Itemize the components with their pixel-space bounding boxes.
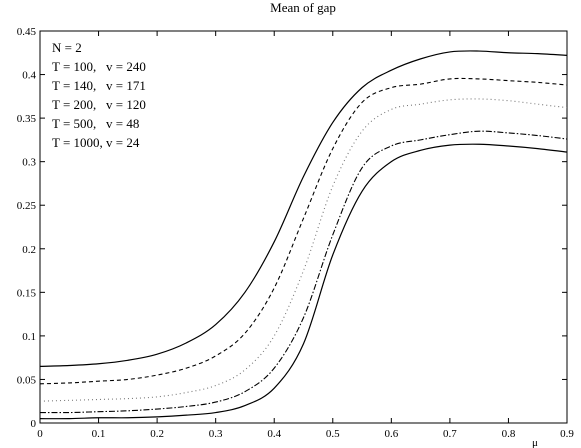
y-tick-label: 0.15: [17, 287, 37, 299]
plot-area: 0 0.1 0.2 0.3 0.4 0.5 0.6 0.7 0.8 0.9 0 0.05 0.1 0.15…: [17, 26, 575, 440]
y-tick-label: 0.3: [22, 157, 36, 169]
legend-entry-4: T = 500, v = 48: [52, 116, 139, 131]
legend: N = 2 T = 100, v = 240 T = 140, v = 171 T =…: [52, 40, 146, 150]
axes-frame: [39, 30, 568, 424]
legend-header: N = 2: [52, 40, 82, 55]
y-tick-label: 0.25: [17, 200, 37, 212]
x-tick-label: 0.1: [92, 428, 106, 440]
x-tick-label: 0.5: [326, 428, 340, 440]
y-tick-label: 0.1: [22, 331, 36, 343]
series-line-4: [39, 130, 568, 414]
x-tick-label: 0.4: [267, 428, 281, 440]
series-layer: [39, 50, 568, 420]
x-tick-label: 0.9: [560, 428, 574, 440]
y-tick-label: 0.45: [17, 26, 37, 38]
legend-entry-1: T = 100, v = 240: [52, 59, 146, 74]
legend-entry-2: T = 140, v = 171: [52, 78, 146, 93]
series-line-1: [39, 50, 568, 367]
x-tick-label: 0: [37, 428, 43, 440]
y-tick-label: 0.35: [17, 113, 37, 125]
x-tick-label: 0.3: [209, 428, 223, 440]
y-tick-label: 0.4: [22, 70, 36, 82]
y-tick-label: 0.05: [17, 374, 37, 386]
tick-layer: 0 0.1 0.2 0.3 0.4 0.5 0.6 0.7 0.8 0.9 0 0.05 0.1 0.15…: [17, 26, 575, 440]
chart-title: Mean of gap: [270, 0, 336, 15]
series-line-3: [39, 98, 568, 402]
y-tick-label: 0: [31, 418, 37, 430]
x-tick-label: 0.7: [443, 428, 457, 440]
x-tick-label: 0.8: [502, 428, 516, 440]
x-axis-label: μ: [532, 437, 538, 448]
x-tick-label: 0.2: [150, 428, 164, 440]
legend-entry-5: T = 1000, v = 24: [52, 135, 140, 150]
legend-entry-3: T = 200, v = 120: [52, 97, 146, 112]
y-tick-label: 0.2: [22, 244, 36, 256]
series-line-2: [39, 77, 568, 385]
x-tick-label: 0.6: [384, 428, 398, 440]
series-line-5: [39, 143, 568, 420]
